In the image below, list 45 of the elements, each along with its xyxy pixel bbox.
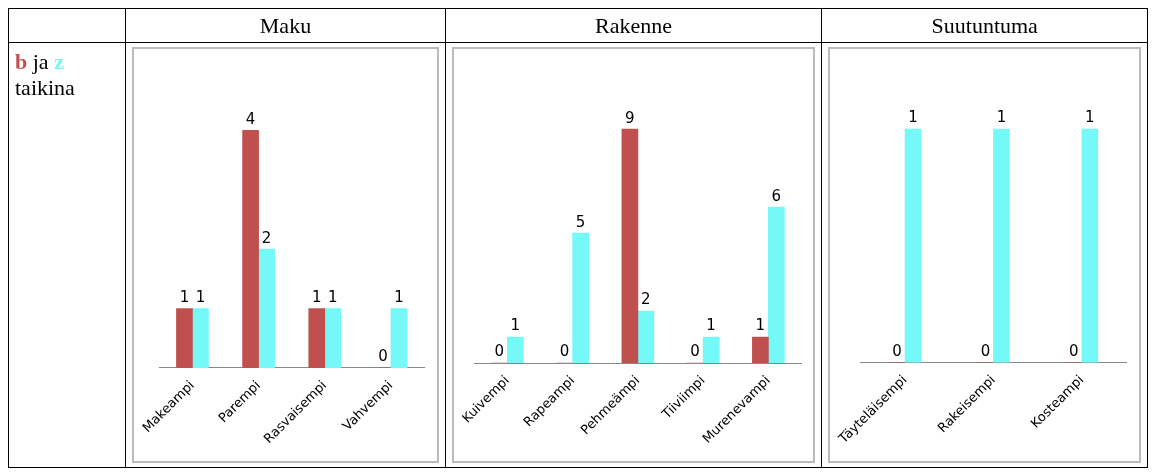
data-label: 1 [394,287,404,306]
chart-title: Rakenne [445,8,822,43]
bar [242,129,260,368]
data-label: 1 [328,287,338,306]
data-label: 0 [559,342,570,361]
data-label: 1 [179,287,190,306]
data-label: 1 [510,316,520,335]
bar [324,308,342,368]
data-label: 4 [246,109,256,128]
bar [637,310,654,364]
text: b [15,49,28,74]
text: z [54,49,64,74]
data-label: 1 [706,316,716,335]
data-label: 1 [997,108,1007,127]
bar [506,336,524,364]
text: ja [32,49,49,74]
bar [390,308,408,368]
bar [308,308,326,368]
bar [751,336,769,364]
data-label: 1 [195,287,206,306]
bar [702,336,720,364]
data-label: 1 [908,108,919,127]
chart-title: Suutuntuma [821,8,1148,43]
bar [192,308,209,368]
data-label: 0 [1069,341,1079,360]
data-label: 0 [494,342,504,361]
data-label: 5 [575,212,586,231]
bar [767,206,785,364]
data-label: 1 [755,316,765,335]
data-label: 0 [378,347,388,366]
bar [258,248,276,368]
text: taikina [15,75,75,100]
bar [621,128,638,364]
data-label: 0 [892,341,903,360]
data-label: 6 [771,186,781,205]
data-label: 0 [690,342,700,361]
bar [572,232,589,364]
data-label: 9 [624,108,635,127]
data-label: 1 [1085,108,1095,127]
bar [176,308,193,368]
data-label: 0 [981,341,991,360]
data-label: 2 [640,290,651,309]
data-label: 1 [312,287,322,306]
data-label: 2 [262,228,272,247]
chart-title: Maku [125,8,446,43]
